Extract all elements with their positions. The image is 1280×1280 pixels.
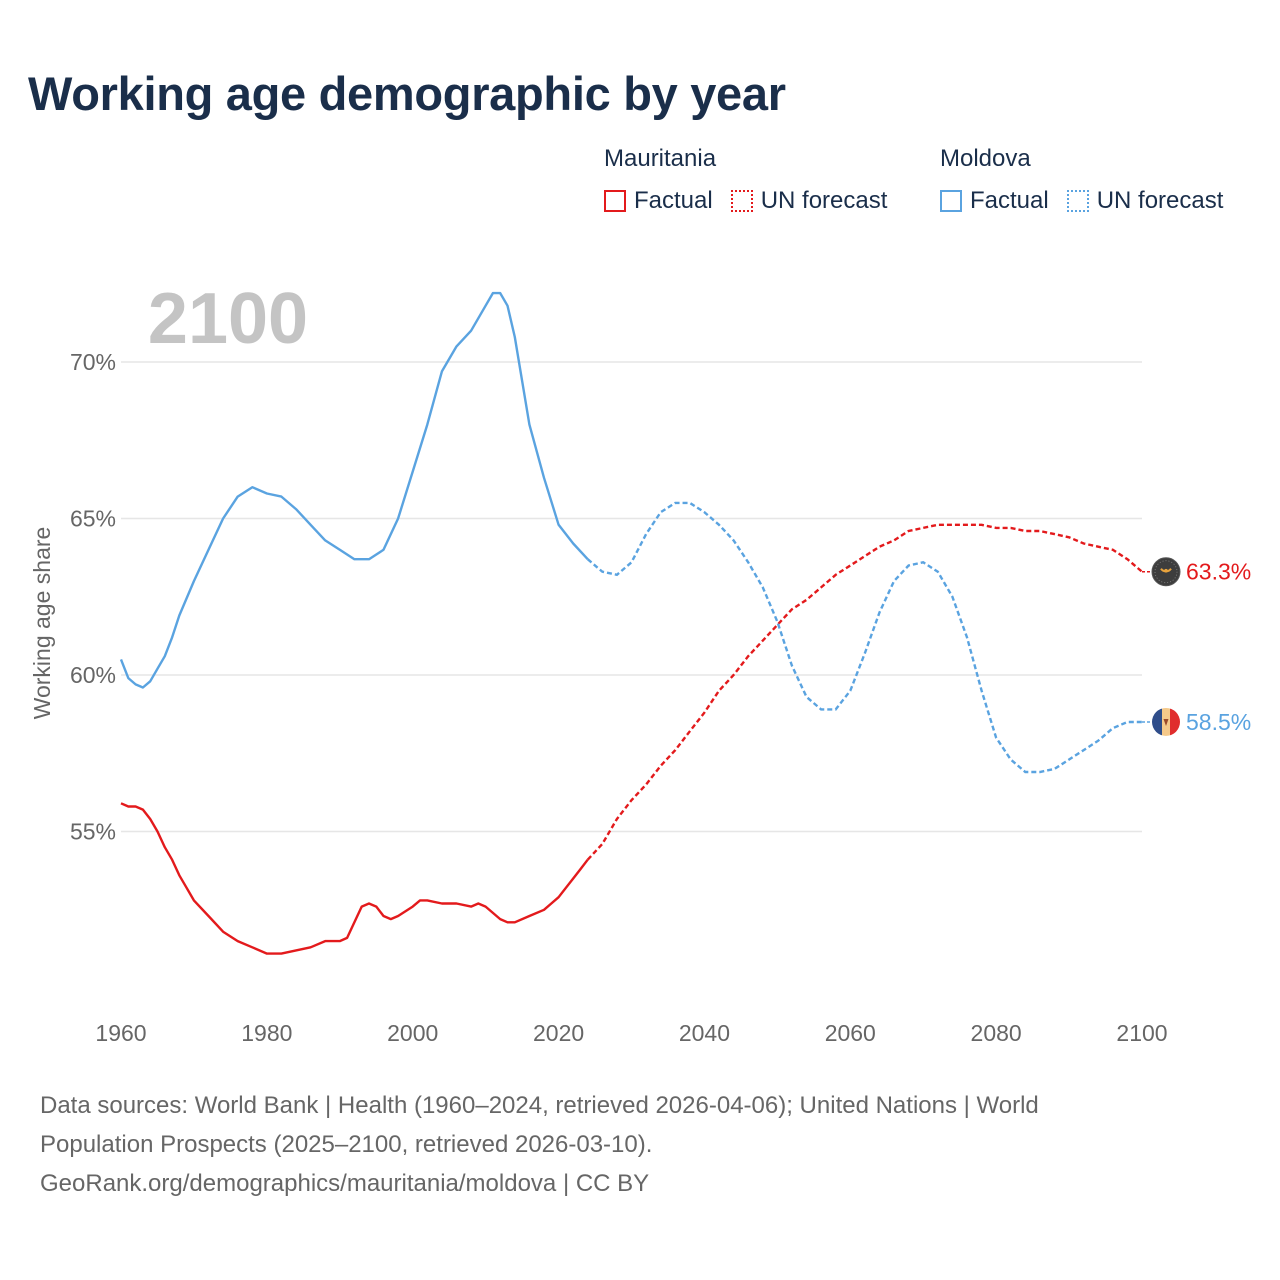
x-tick-label: 2020 <box>533 1020 584 1046</box>
x-tick-label: 2080 <box>971 1020 1022 1046</box>
sources-line-1: Data sources: World Bank | Health (1960–… <box>40 1092 1039 1119</box>
data-sources: Data sources: World Bank | Health (1960–… <box>40 1086 1190 1203</box>
x-tick-label: 2000 <box>387 1020 438 1046</box>
legend-moldova: Moldova Factual UN forecast <box>940 143 1223 217</box>
legend-label: UN forecast <box>760 187 888 214</box>
mauritania-factual-line[interactable] <box>120 802 589 955</box>
y-tick-label: 60% <box>70 662 116 688</box>
legend-item-moldova-forecast[interactable]: UN forecast <box>1066 187 1224 215</box>
legend-mauritania: Mauritania Factual UN forecast <box>604 143 887 217</box>
mauritania-flag-icon <box>1151 557 1181 587</box>
chart-title: Working age demographic by year <box>28 67 786 120</box>
legend-swatch-solid-icon <box>940 190 962 212</box>
mauritania-forecast-line[interactable] <box>586 523 1143 861</box>
y-tick-label: 65% <box>70 506 116 532</box>
x-tick-label: 1980 <box>241 1020 292 1046</box>
x-tick-label: 2100 <box>1116 1020 1167 1046</box>
y-axis-ticks: 55% 60% 65% 70% <box>70 349 116 845</box>
x-tick-label: 2060 <box>825 1020 876 1046</box>
legend-swatch-dotted-icon <box>1066 190 1089 212</box>
legend-country-mauritania: Mauritania <box>604 145 717 172</box>
x-axis-ticks: 1960 1980 2000 2020 2040 2060 2080 2100 <box>95 1020 1167 1046</box>
y-axis-label: Working age share <box>29 527 55 720</box>
legend-swatch-dotted-icon <box>730 190 753 212</box>
end-markers: 63.3% 58.5% <box>1142 557 1251 736</box>
moldova-forecast-line[interactable] <box>586 501 1142 774</box>
moldova-end-label: 58.5% <box>1186 709 1251 735</box>
y-tick-label: 70% <box>70 349 116 375</box>
legend-item-mauritania-forecast[interactable]: UN forecast <box>730 187 888 215</box>
x-tick-label: 1960 <box>95 1020 146 1046</box>
legend-swatch-solid-icon <box>604 190 626 212</box>
sources-line-2: Population Prospects (2025–2100, retriev… <box>40 1131 653 1158</box>
y-tick-label: 55% <box>70 819 116 845</box>
legend-label: Factual <box>634 187 713 214</box>
moldova-factual-line[interactable] <box>119 291 589 689</box>
moldova-flag-icon <box>1152 707 1180 736</box>
mauritania-end-label: 63.3% <box>1186 559 1251 585</box>
series-lines <box>119 291 1143 955</box>
legend-country-moldova: Moldova <box>940 145 1031 172</box>
sources-link[interactable]: GeoRank.org/demographics/mauritania/mold… <box>40 1170 650 1197</box>
legend-item-mauritania-factual[interactable]: Factual <box>604 187 713 215</box>
legend-label: UN forecast <box>1096 187 1224 214</box>
year-watermark: 2100 <box>148 279 308 359</box>
gridlines <box>121 361 1142 833</box>
legend-label: Factual <box>970 187 1049 214</box>
x-tick-label: 2040 <box>679 1020 730 1046</box>
legend-item-moldova-factual[interactable]: Factual <box>940 187 1049 215</box>
line-chart: 2100 55% 60% 65% 70% 1960 1980 2000 2020 2040 20… <box>29 279 1251 1046</box>
